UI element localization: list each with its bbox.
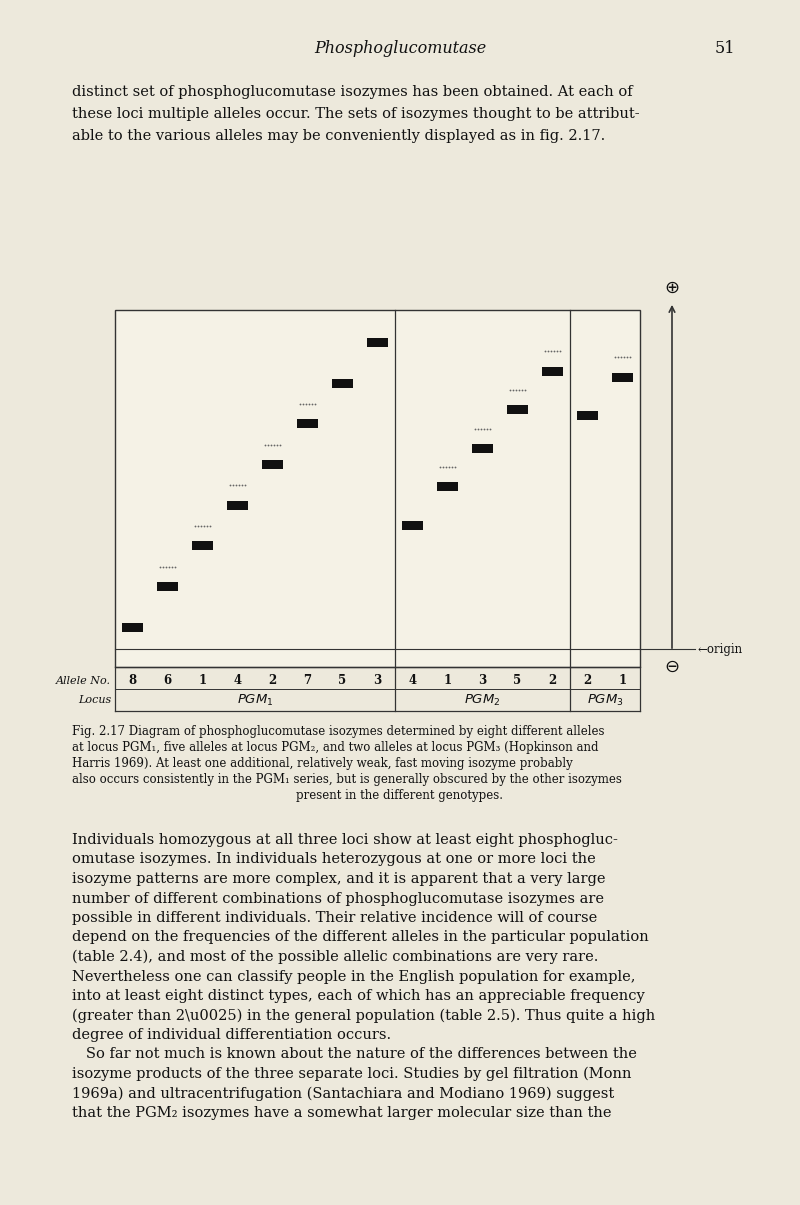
Text: 1: 1: [618, 675, 626, 688]
Text: 4: 4: [409, 675, 417, 688]
Text: number of different combinations of phosphoglucomutase isozymes are: number of different combinations of phos…: [72, 892, 604, 905]
Bar: [226, 500, 248, 510]
Text: ⊖: ⊖: [665, 658, 679, 676]
Text: able to the various alleles may be conveniently displayed as in fig. 2.17.: able to the various alleles may be conve…: [72, 129, 606, 143]
Text: 1: 1: [198, 675, 206, 688]
Text: Locus: Locus: [78, 695, 111, 705]
Bar: [262, 460, 283, 469]
Bar: [506, 405, 528, 415]
Bar: [157, 582, 178, 590]
Text: $PGM_1$: $PGM_1$: [237, 693, 274, 707]
Text: 6: 6: [163, 675, 171, 688]
Text: present in the different genotypes.: present in the different genotypes.: [297, 789, 503, 803]
Text: that the PGM₂ isozymes have a somewhat larger molecular size than the: that the PGM₂ isozymes have a somewhat l…: [72, 1106, 611, 1119]
Text: 2: 2: [548, 675, 557, 688]
Text: ←origin: ←origin: [698, 642, 743, 656]
Text: Allele No.: Allele No.: [56, 676, 111, 686]
Text: at locus ​PGM₁, five alleles at locus ​PGM₂, and two alleles at locus ​PGM₃ (Hop: at locus ​PGM₁, five alleles at locus ​P…: [72, 741, 598, 754]
Text: 2: 2: [583, 675, 592, 688]
Text: $PGM_2$: $PGM_2$: [464, 693, 501, 707]
Text: 4: 4: [234, 675, 242, 688]
Text: 1969a) and ultracentrifugation (Santachiara and Modiano 1969) suggest: 1969a) and ultracentrifugation (Santachi…: [72, 1087, 614, 1101]
Bar: [612, 372, 634, 382]
Text: Fig. 2.17 Diagram of phosphoglucomutase isozymes determined by eight different a: Fig. 2.17 Diagram of phosphoglucomutase …: [72, 725, 605, 737]
Text: (greater than 2\u0025) in the general population (table 2.5). Thus quite a high: (greater than 2\u0025) in the general po…: [72, 1009, 655, 1023]
Text: So far not much is known about the nature of the differences between the: So far not much is known about the natur…: [72, 1047, 637, 1062]
Bar: [122, 623, 143, 631]
Bar: [332, 378, 354, 388]
Text: 5: 5: [338, 675, 346, 688]
Text: Individuals homozygous at all three loci show at least eight phosphogluc-: Individuals homozygous at all three loci…: [72, 833, 618, 847]
Text: degree of individual differentiation occurs.: degree of individual differentiation occ…: [72, 1028, 391, 1042]
Text: also occurs consistently in the ​PGM₁ series, but is generally obscured by the o: also occurs consistently in the ​PGM₁ se…: [72, 772, 622, 786]
Text: 1: 1: [443, 675, 451, 688]
Text: possible in different individuals. Their relative incidence will of course: possible in different individuals. Their…: [72, 911, 598, 925]
Bar: [192, 541, 214, 551]
Text: 8: 8: [129, 675, 137, 688]
Text: 3: 3: [478, 675, 486, 688]
Text: Phosphoglucomutase: Phosphoglucomutase: [314, 40, 486, 57]
Bar: [297, 419, 318, 429]
Bar: [437, 482, 458, 492]
Bar: [577, 411, 598, 421]
Bar: [366, 339, 388, 347]
Text: 5: 5: [514, 675, 522, 688]
Text: depend on the frequencies of the different alleles in the particular population: depend on the frequencies of the differe…: [72, 930, 649, 945]
Bar: [542, 366, 563, 376]
Bar: [115, 310, 640, 668]
Text: Harris 1969). At least one additional, relatively weak, fast moving isozyme prob: Harris 1969). At least one additional, r…: [72, 757, 573, 770]
Text: 2: 2: [268, 675, 277, 688]
Text: into at least eight distinct types, each of which has an appreciable frequency: into at least eight distinct types, each…: [72, 989, 645, 1003]
Text: isozyme products of the three separate loci. Studies by gel filtration (Monn: isozyme products of the three separate l…: [72, 1066, 631, 1081]
Text: omutase isozymes. In individuals heterozygous at one or more loci the: omutase isozymes. In individuals heteroz…: [72, 852, 596, 866]
Text: Nevertheless one can classify people in the English population for example,: Nevertheless one can classify people in …: [72, 970, 635, 983]
Text: distinct set of phosphoglucomutase isozymes has been obtained. At each of: distinct set of phosphoglucomutase isozy…: [72, 86, 633, 99]
Text: isozyme patterns are more complex, and it is apparent that a very large: isozyme patterns are more complex, and i…: [72, 872, 606, 886]
Text: 3: 3: [374, 675, 382, 688]
Bar: [402, 521, 423, 530]
Text: ⊕: ⊕: [665, 280, 679, 296]
Text: (table 2.4), and most of the possible allelic combinations are very rare.: (table 2.4), and most of the possible al…: [72, 950, 598, 964]
Text: 51: 51: [714, 40, 735, 57]
Bar: [472, 443, 494, 453]
Text: 7: 7: [303, 675, 311, 688]
Text: these loci multiple alleles occur. The sets of isozymes thought to be attribut-: these loci multiple alleles occur. The s…: [72, 107, 640, 120]
Text: $PGM_3$: $PGM_3$: [586, 693, 623, 707]
